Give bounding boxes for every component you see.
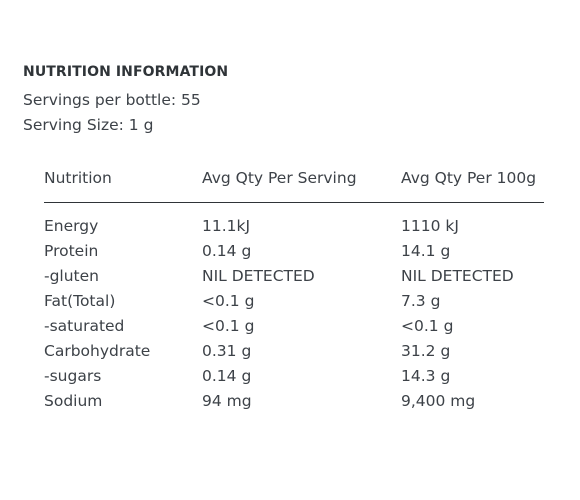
panel-title: NUTRITION INFORMATION [23, 64, 229, 80]
header-per-100g: Avg Qty Per 100g [401, 169, 537, 187]
table-row: -saturated <0.1 g <0.1 g [44, 315, 544, 340]
per-100g-value: 14.3 g [401, 367, 451, 385]
per-serving-value: <0.1 g [202, 292, 255, 310]
table-header: Nutrition Avg Qty Per Serving Avg Qty Pe… [44, 168, 544, 203]
per-100g-value: 7.3 g [401, 292, 441, 310]
nutrient-name: Fat(Total) [44, 292, 116, 310]
nutrient-name: -gluten [44, 267, 99, 285]
nutrient-name: Energy [44, 217, 99, 235]
per-serving-value: 11.1kJ [202, 217, 251, 235]
nutrient-name: -saturated [44, 317, 125, 335]
nutrient-name: -sugars [44, 367, 102, 385]
table-row: Fat(Total) <0.1 g 7.3 g [44, 290, 544, 315]
table-row: Energy 11.1kJ 1110 kJ [44, 215, 544, 240]
nutrient-name: Carbohydrate [44, 342, 151, 360]
per-serving-value: 0.14 g [202, 242, 252, 260]
table-body: Energy 11.1kJ 1110 kJ Protein 0.14 g 14.… [44, 215, 544, 415]
table-row: -gluten NIL DETECTED NIL DETECTED [44, 265, 544, 290]
per-serving-value: NIL DETECTED [202, 267, 315, 285]
header-per-serving: Avg Qty Per Serving [202, 169, 357, 187]
nutrient-name: Sodium [44, 392, 103, 410]
table-row: Sodium 94 mg 9,400 mg [44, 390, 544, 415]
per-serving-value: 0.14 g [202, 367, 252, 385]
table-row: Carbohydrate 0.31 g 31.2 g [44, 340, 544, 365]
table-row: -sugars 0.14 g 14.3 g [44, 365, 544, 390]
per-100g-value: <0.1 g [401, 317, 454, 335]
per-serving-value: 0.31 g [202, 342, 252, 360]
servings-per-bottle: Servings per bottle: 55 [23, 91, 201, 109]
per-100g-value: 1110 kJ [401, 217, 459, 235]
header-nutrition: Nutrition [44, 169, 112, 187]
per-100g-value: 9,400 mg [401, 392, 476, 410]
nutrition-table: Nutrition Avg Qty Per Serving Avg Qty Pe… [44, 168, 544, 415]
per-100g-value: 31.2 g [401, 342, 451, 360]
table-row: Protein 0.14 g 14.1 g [44, 240, 544, 265]
per-100g-value: NIL DETECTED [401, 267, 514, 285]
serving-size: Serving Size: 1 g [23, 116, 154, 134]
per-serving-value: 94 mg [202, 392, 252, 410]
per-serving-value: <0.1 g [202, 317, 255, 335]
nutrient-name: Protein [44, 242, 99, 260]
per-100g-value: 14.1 g [401, 242, 451, 260]
